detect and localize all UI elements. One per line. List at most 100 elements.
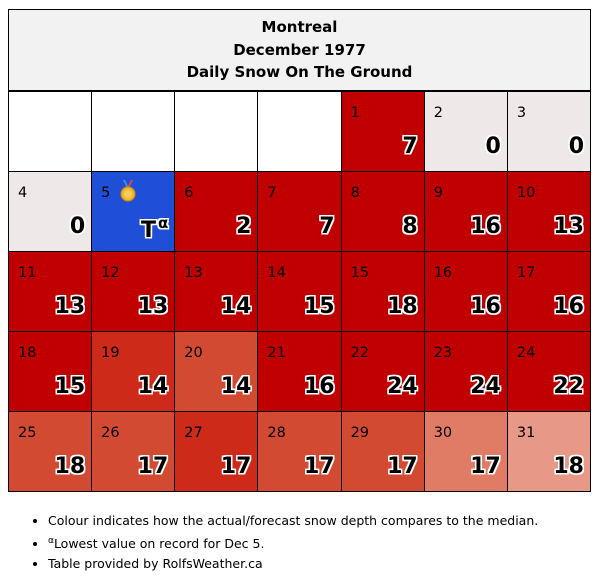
snow-calendar: Montreal December 1977 Daily Snow On The… xyxy=(7,9,592,492)
day-number: 30 xyxy=(433,425,453,441)
day-cell-22: 22 24 xyxy=(340,331,425,412)
snow-depth-text: 17 xyxy=(387,454,418,479)
day-number: 23 xyxy=(433,345,453,361)
snow-depth-text: 17 xyxy=(470,454,501,479)
day-number: 21 xyxy=(267,345,286,361)
snow-depth-value: 24 xyxy=(470,374,501,399)
day-number: 25 xyxy=(18,425,37,441)
snow-depth-text: 14 xyxy=(220,294,252,319)
snow-depth-text: 17 xyxy=(137,454,169,479)
day-number: 31 xyxy=(516,425,536,441)
day-cell-12: 12 13 xyxy=(91,251,176,332)
day-cell-19: 19 14 xyxy=(91,331,176,412)
snow-depth-text: 0 xyxy=(485,134,501,159)
empty-cell xyxy=(174,91,259,172)
snow-depth-value: 18 xyxy=(387,294,418,319)
snow-depth-text: 0 xyxy=(568,134,584,159)
note-record-text: Lowest value on record for Dec 5. xyxy=(53,536,265,552)
calendar-week-row: 11 13 12 13 13 14 14 15 15 18 16 16 17 16 xyxy=(7,251,592,332)
day-number: 24 xyxy=(516,345,536,361)
snow-depth-text: 15 xyxy=(303,294,335,319)
day-number: 9 xyxy=(433,185,443,201)
snow-depth-value: 7 xyxy=(319,214,334,239)
snow-depth-text: 18 xyxy=(387,294,418,319)
snow-depth-text: 18 xyxy=(553,454,584,479)
snow-depth-value: 0 xyxy=(569,134,584,159)
calendar-week-row: 25 18 26 17 27 17 28 17 29 17 30 17 31 18 xyxy=(7,411,592,492)
footnotes: Colour indicates how the actual/forecast… xyxy=(30,513,538,576)
day-cell-31: 31 18 xyxy=(506,411,592,492)
snow-depth-text: 7 xyxy=(319,214,335,239)
snow-depth-value: 15 xyxy=(55,374,86,399)
snow-depth-value: 13 xyxy=(55,294,86,319)
day-number: 1 xyxy=(350,105,360,121)
day-number: 16 xyxy=(433,265,453,281)
empty-cell xyxy=(91,91,176,172)
note-colour: Colour indicates how the actual/forecast… xyxy=(48,513,538,529)
day-number: 28 xyxy=(267,425,286,441)
snow-depth-text: T xyxy=(140,218,156,243)
snow-depth-value: 17 xyxy=(221,454,252,479)
calendar-header: Montreal December 1977 Daily Snow On The… xyxy=(8,9,591,91)
day-cell-20: 20 14 xyxy=(174,331,259,412)
snow-depth-text: 24 xyxy=(470,374,501,399)
day-cell-17: 17 16 xyxy=(506,251,592,332)
snow-depth-text: 14 xyxy=(220,374,252,399)
day-cell-26: 26 17 xyxy=(91,411,176,492)
day-cell-13: 13 14 xyxy=(174,251,259,332)
snow-depth-value: 17 xyxy=(387,454,418,479)
snow-depth-text: 14 xyxy=(137,374,169,399)
day-number: 7 xyxy=(267,185,277,201)
day-cell-18: 18 15 xyxy=(7,331,93,412)
snow-depth-text: 17 xyxy=(303,454,335,479)
snow-depth-value: 16 xyxy=(304,374,335,399)
calendar-title: Daily Snow On The Ground xyxy=(186,63,413,82)
snow-depth-value: 13 xyxy=(138,294,169,319)
snow-depth-text: 16 xyxy=(470,214,501,239)
day-number: 5 xyxy=(101,185,111,201)
day-number: 4 xyxy=(18,185,28,201)
day-cell-30: 30 17 xyxy=(423,411,508,492)
day-number: 8 xyxy=(350,185,360,201)
day-number: 26 xyxy=(101,425,120,441)
snow-depth-text: 16 xyxy=(303,374,335,399)
day-cell-16: 16 16 xyxy=(423,251,508,332)
snow-depth-text: 16 xyxy=(553,294,584,319)
snow-depth-value: 16 xyxy=(470,294,501,319)
snow-depth-value: 24 xyxy=(387,374,418,399)
city-title: Montreal xyxy=(261,18,338,37)
snow-depth-value: 17 xyxy=(304,454,335,479)
day-number: 19 xyxy=(101,345,120,361)
day-cell-23: 23 24 xyxy=(423,331,508,412)
empty-cell xyxy=(7,91,93,172)
snow-depth-text: 8 xyxy=(402,214,418,239)
snow-depth-value: 14 xyxy=(138,374,169,399)
day-number: 15 xyxy=(350,265,370,281)
snow-depth-value: 16 xyxy=(470,214,501,239)
snow-depth-value: 17 xyxy=(138,454,169,479)
day-number: 13 xyxy=(184,265,203,281)
snow-depth-value: 18 xyxy=(553,454,584,479)
day-number: 3 xyxy=(516,105,527,121)
day-number: 22 xyxy=(350,345,370,361)
snow-depth-text: 15 xyxy=(54,374,86,399)
day-cell-25: 25 18 xyxy=(7,411,93,492)
snow-depth-text: 18 xyxy=(54,454,86,479)
day-cell-15: 15 18 xyxy=(340,251,425,332)
snow-depth-value: 14 xyxy=(221,294,252,319)
day-cell-24: 24 22 xyxy=(506,331,592,412)
empty-cell xyxy=(257,91,342,172)
snow-depth-value: 2 xyxy=(236,214,251,239)
snow-depth-text: 13 xyxy=(54,294,86,319)
record-marker: α xyxy=(157,214,169,232)
snow-depth-value: 7 xyxy=(402,134,417,159)
